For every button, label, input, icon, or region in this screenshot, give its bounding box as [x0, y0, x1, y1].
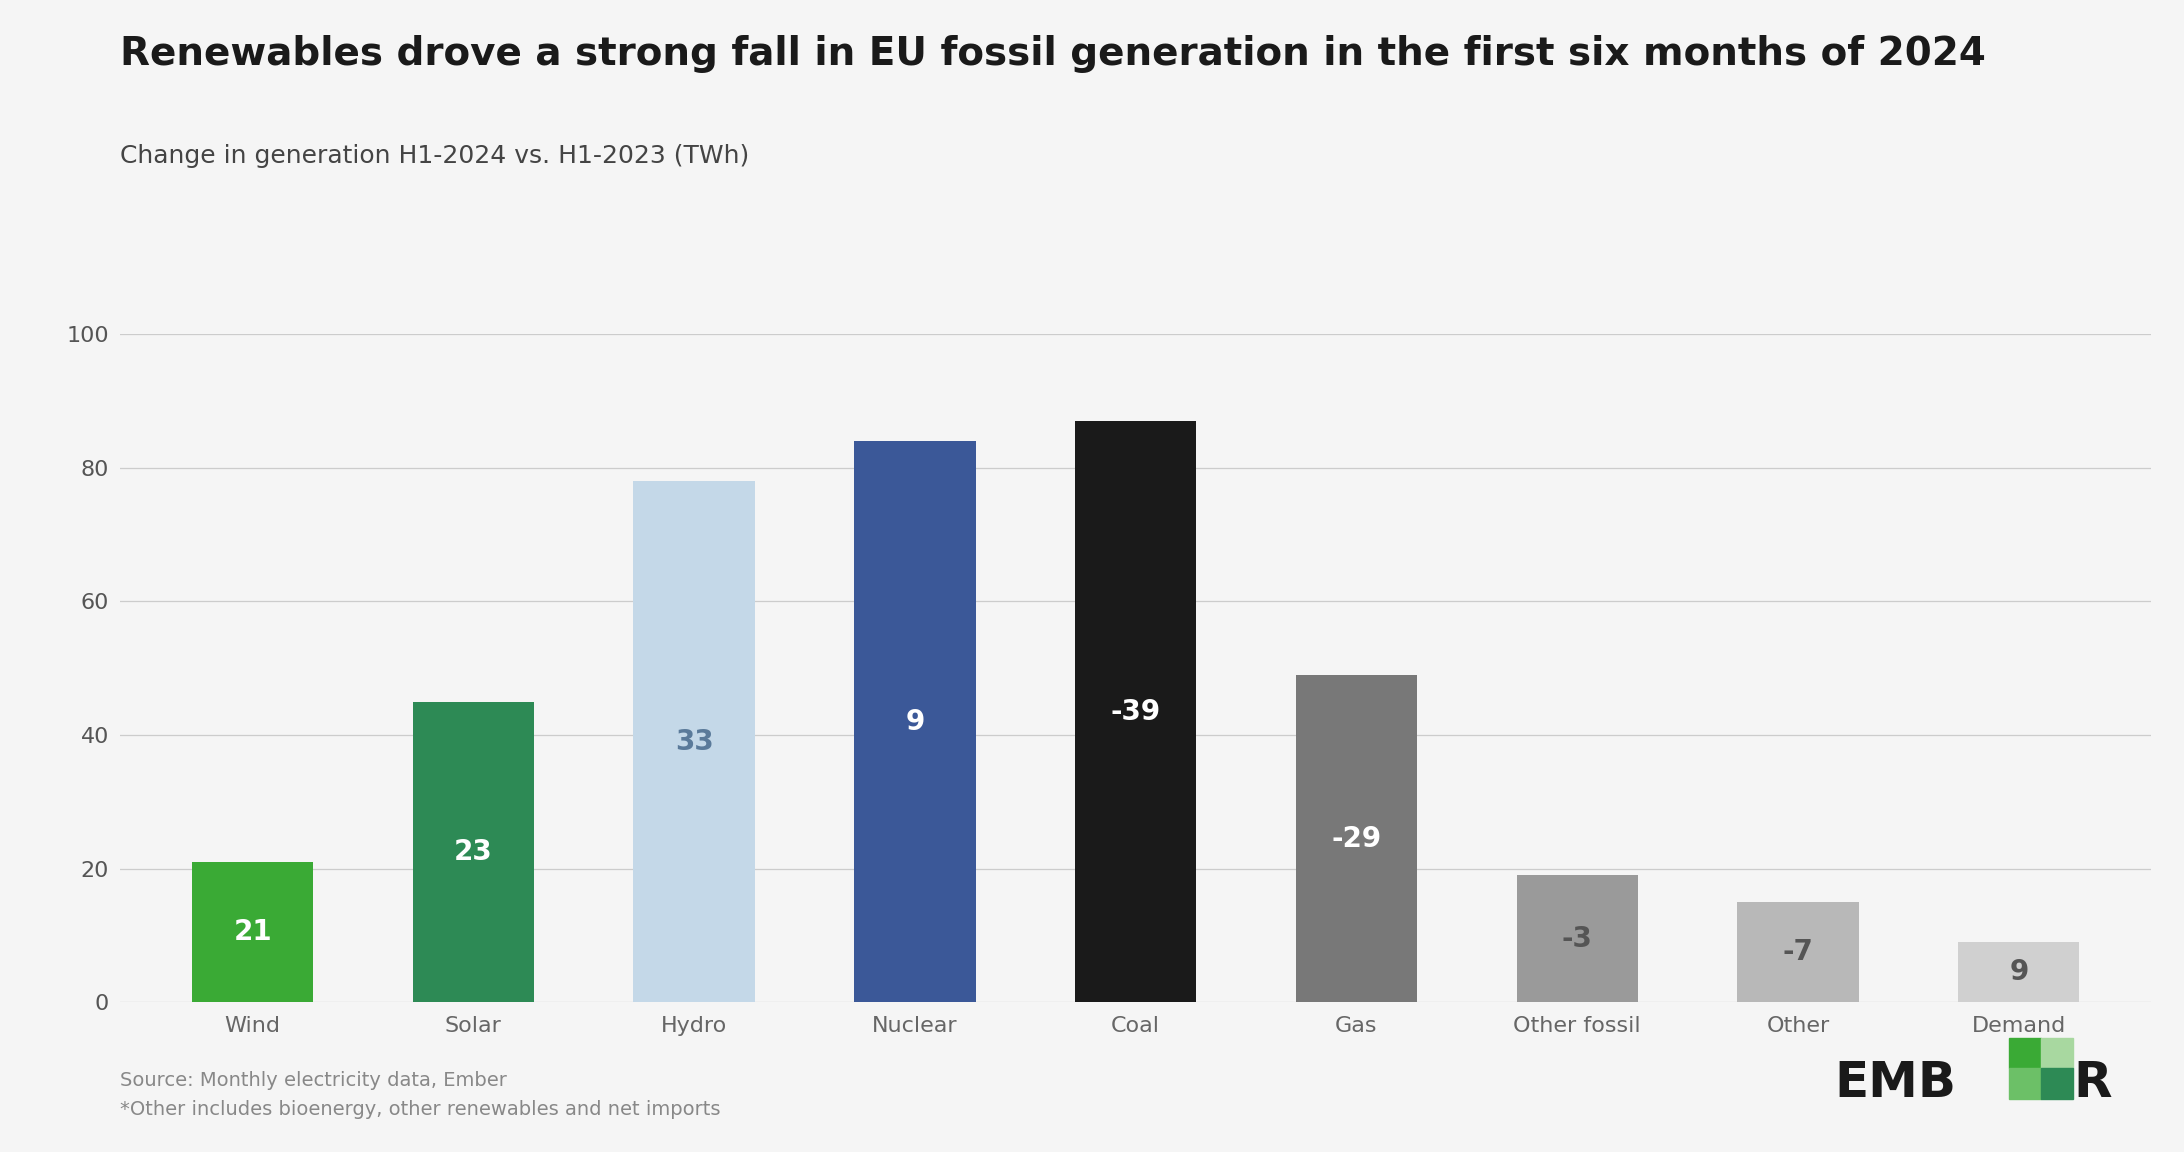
Bar — [413, 702, 535, 1002]
Bar — [1295, 675, 1417, 1002]
Bar — [1516, 876, 1638, 1002]
Bar — [2040, 1038, 2073, 1069]
Text: 9: 9 — [906, 707, 924, 736]
Text: Source: Monthly electricity data, Ember: Source: Monthly electricity data, Ember — [120, 1071, 507, 1090]
Text: Change in generation H1-2024 vs. H1-2023 (TWh): Change in generation H1-2024 vs. H1-2023… — [120, 144, 749, 168]
Text: -3: -3 — [1562, 925, 1592, 953]
Bar — [1736, 902, 1859, 1002]
Text: 23: 23 — [454, 838, 494, 866]
Bar — [2009, 1069, 2040, 1099]
Text: -29: -29 — [1332, 825, 1382, 852]
Bar — [854, 441, 976, 1002]
Text: *Other includes bioenergy, other renewables and net imports: *Other includes bioenergy, other renewab… — [120, 1100, 721, 1119]
Text: -7: -7 — [1782, 938, 1813, 967]
Bar — [192, 862, 312, 1002]
Bar — [2040, 1069, 2073, 1099]
Bar — [1959, 942, 2079, 1002]
Text: EMB: EMB — [1835, 1059, 1957, 1107]
Text: Renewables drove a strong fall in EU fossil generation in the first six months o: Renewables drove a strong fall in EU fos… — [120, 35, 1985, 73]
Text: 9: 9 — [2009, 958, 2029, 986]
Text: -39: -39 — [1112, 698, 1160, 726]
Text: 33: 33 — [675, 728, 714, 756]
Text: 21: 21 — [234, 918, 271, 946]
Bar — [2009, 1038, 2040, 1069]
Text: R: R — [2073, 1059, 2112, 1107]
Bar — [633, 482, 756, 1002]
Bar — [1075, 420, 1197, 1002]
